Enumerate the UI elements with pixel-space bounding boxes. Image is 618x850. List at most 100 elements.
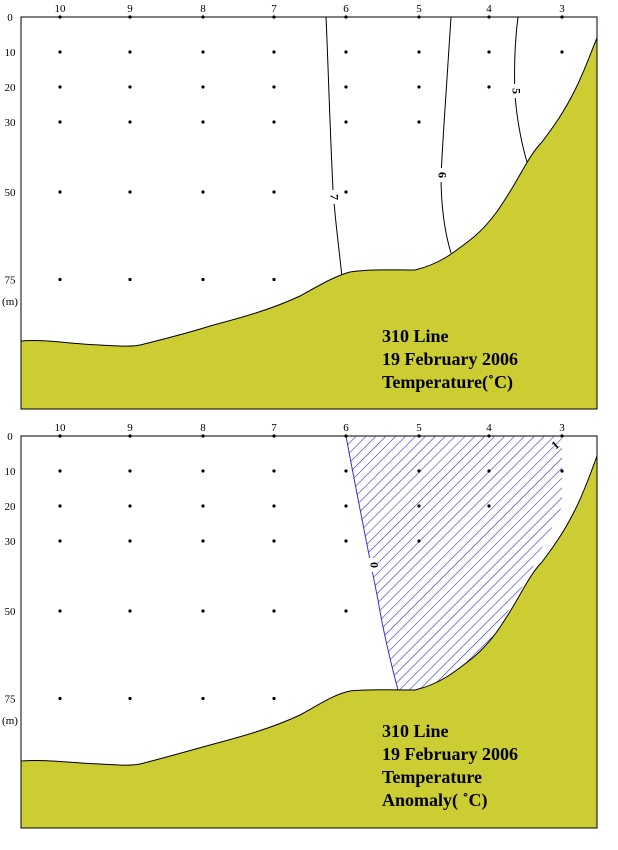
title-line-2: 19 February 2006 xyxy=(382,349,518,369)
sample-point xyxy=(417,504,421,508)
sample-point xyxy=(417,85,421,89)
sample-point xyxy=(128,609,132,613)
y-tick-label: 20 xyxy=(5,82,17,94)
sample-point xyxy=(487,504,491,508)
sample-point xyxy=(128,504,132,508)
y-tick-labels: 0 10 20 30 50 75 xyxy=(5,12,17,287)
sample-point xyxy=(487,85,491,89)
sample-point xyxy=(58,120,62,124)
contour-label-0: 0 xyxy=(367,558,381,572)
sample-point xyxy=(417,539,421,543)
y-axis-unit: (m) xyxy=(2,715,18,727)
x-tick-label: 8 xyxy=(200,422,206,434)
sample-point xyxy=(344,85,348,89)
y-tick-label: 30 xyxy=(5,536,17,548)
x-tick-label: 7 xyxy=(271,3,277,15)
x-tick-label: 3 xyxy=(559,3,565,15)
sample-point xyxy=(128,696,132,701)
sample-point xyxy=(344,539,348,543)
sample-point xyxy=(201,609,205,613)
svg-text:6: 6 xyxy=(435,172,449,178)
sample-point xyxy=(560,50,564,54)
sample-point xyxy=(201,434,205,438)
panel-title: 310 Line 19 February 2006 Temperature(˚C… xyxy=(382,326,518,393)
x-tick-label: 9 xyxy=(127,3,133,15)
y-tick-label: 50 xyxy=(5,606,17,618)
sample-point xyxy=(272,277,276,282)
seabed xyxy=(20,37,598,410)
x-tick-label: 6 xyxy=(343,422,349,434)
sample-point xyxy=(272,696,276,701)
sample-point xyxy=(58,85,62,89)
x-tick-label: 5 xyxy=(416,3,422,15)
sample-point xyxy=(128,190,132,194)
x-tick-label: 9 xyxy=(127,422,133,434)
x-tick-labels: 10 9 8 7 6 5 4 3 xyxy=(55,422,566,434)
contour-line-7 xyxy=(325,16,343,279)
y-tick-label: 75 xyxy=(5,694,17,706)
sample-point xyxy=(201,15,205,19)
y-tick-label: 0 xyxy=(7,12,13,24)
x-tick-label: 7 xyxy=(271,422,277,434)
sample-point xyxy=(272,120,276,124)
svg-text:7: 7 xyxy=(327,194,341,200)
sample-point xyxy=(58,469,62,473)
title-line-3: Temperature xyxy=(382,767,482,787)
sample-point xyxy=(487,469,491,473)
title-line-2: 19 February 2006 xyxy=(382,744,518,764)
title-line-3: Temperature(˚C) xyxy=(382,372,513,393)
sample-point xyxy=(272,504,276,508)
sample-point xyxy=(128,50,132,54)
y-axis-unit: (m) xyxy=(2,296,18,308)
sample-point xyxy=(201,190,205,194)
x-tick-label: 4 xyxy=(486,422,492,434)
sample-point xyxy=(487,50,491,54)
x-tick-labels: 10 9 8 7 6 5 4 3 xyxy=(55,3,566,15)
sample-point xyxy=(417,120,421,124)
temperature-panel: 7 6 5 10 9 8 7 6 5 4 3 0 10 20 30 50 75 (m) 310 Line… xyxy=(2,3,598,410)
sample-point xyxy=(201,85,205,89)
sample-point xyxy=(344,50,348,54)
sample-point xyxy=(272,469,276,473)
contour-line-6 xyxy=(440,16,452,254)
sample-point xyxy=(487,15,491,19)
x-tick-label: 3 xyxy=(559,422,565,434)
sample-points xyxy=(58,15,564,282)
sample-point xyxy=(344,609,348,613)
sample-point xyxy=(272,50,276,54)
sample-point xyxy=(58,50,62,54)
sample-point xyxy=(344,15,348,19)
contour-label-5: 5 xyxy=(509,84,523,98)
sample-point xyxy=(344,434,348,438)
y-tick-label: 20 xyxy=(5,501,17,513)
positive-anomaly-region xyxy=(346,436,562,691)
sample-point xyxy=(201,277,205,282)
x-tick-label: 4 xyxy=(486,3,492,15)
svg-text:0: 0 xyxy=(367,562,381,568)
sample-point xyxy=(272,190,276,194)
sample-point xyxy=(58,190,62,194)
sample-point xyxy=(344,190,348,194)
sample-point xyxy=(272,15,276,19)
sample-point xyxy=(344,120,348,124)
sample-point xyxy=(58,277,62,282)
y-tick-label: 30 xyxy=(5,117,17,129)
sample-point xyxy=(58,504,62,508)
sample-point xyxy=(417,469,421,473)
sample-point xyxy=(128,15,132,19)
panel-title: 310 Line 19 February 2006 Temperature An… xyxy=(382,721,518,811)
sample-point xyxy=(128,120,132,124)
sample-point xyxy=(128,469,132,473)
sample-point xyxy=(128,277,132,282)
y-tick-label: 10 xyxy=(5,466,17,478)
y-tick-labels: 0 10 20 30 50 75 xyxy=(5,431,17,706)
sample-point xyxy=(417,15,421,19)
y-tick-label: 0 xyxy=(7,431,13,443)
y-tick-label: 10 xyxy=(5,47,17,59)
sample-points xyxy=(58,434,564,701)
sample-point xyxy=(201,50,205,54)
y-tick-label: 50 xyxy=(5,187,17,199)
sample-point xyxy=(201,504,205,508)
